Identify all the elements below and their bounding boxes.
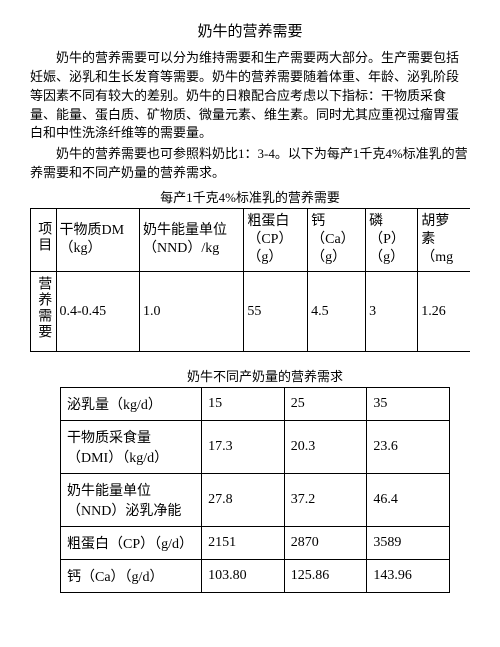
table1-data-row: 营养需要 0.4-0.45 1.0 55 4.5 3 1.26 — [31, 272, 471, 351]
cell-value: 125.86 — [284, 559, 367, 592]
cell-value: 20.3 — [284, 420, 367, 473]
val-p: 3 — [366, 272, 418, 351]
th-p: 磷 （P） （g） — [366, 208, 418, 272]
th-item: 项目 — [31, 208, 57, 272]
val-ca: 4.5 — [308, 272, 366, 351]
cell-value: 27.8 — [202, 473, 285, 526]
cell-value: 37.2 — [284, 473, 367, 526]
paragraph-2: 奶牛的营养需要也可参照料奶比1：3-4。以下为每产1千克4%标准乳的营养需要和不… — [30, 145, 470, 183]
table2-row: 粗蛋白（CP）（g/d）215128703589 — [61, 526, 450, 559]
table-milk-yield: 泌乳量（kg/d）152535干物质采食量（DMI）（kg/d）17.320.3… — [60, 387, 450, 593]
cell-value: 15 — [202, 387, 285, 420]
val-nnd: 1.0 — [139, 272, 243, 351]
row-label: 奶牛能量单位（NND）泌乳净能 — [61, 473, 202, 526]
cell-value: 143.96 — [367, 559, 450, 592]
cell-value: 35 — [367, 387, 450, 420]
cell-value: 23.6 — [367, 420, 450, 473]
val-cp: 55 — [244, 272, 308, 351]
row-label: 钙（Ca）（g/d） — [61, 559, 202, 592]
th-dm: 干物质DM（kg） — [56, 208, 139, 272]
row-label: 干物质采食量（DMI）（kg/d） — [61, 420, 202, 473]
cell-value: 46.4 — [367, 473, 450, 526]
table2-row: 钙（Ca）（g/d）103.80125.86143.96 — [61, 559, 450, 592]
table1-header-row: 项目 干物质DM（kg） 奶牛能量单位 （NND）/kg 粗蛋白 （CP） （g… — [31, 208, 471, 272]
th-ca: 钙 （Ca） （g） — [308, 208, 366, 272]
cell-value: 2870 — [284, 526, 367, 559]
row-label: 营养需要 — [31, 272, 57, 351]
th-carotene: 胡萝 素 （mg — [418, 208, 470, 272]
val-dm: 0.4-0.45 — [56, 272, 139, 351]
row-label: 粗蛋白（CP）（g/d） — [61, 526, 202, 559]
table-standard-milk: 项目 干物质DM（kg） 奶牛能量单位 （NND）/kg 粗蛋白 （CP） （g… — [30, 208, 470, 352]
table2-row: 泌乳量（kg/d）152535 — [61, 387, 450, 420]
th-nnd: 奶牛能量单位 （NND）/kg — [139, 208, 243, 272]
val-carotene: 1.26 — [418, 272, 470, 351]
cell-value: 25 — [284, 387, 367, 420]
table1-caption: 每产1千克4%标准乳的营养需要 — [30, 187, 470, 206]
table2-row: 奶牛能量单位（NND）泌乳净能27.837.246.4 — [61, 473, 450, 526]
table2-caption: 奶牛不同产奶量的营养需求 — [60, 366, 470, 385]
table2-row: 干物质采食量（DMI）（kg/d）17.320.323.6 — [61, 420, 450, 473]
cell-value: 3589 — [367, 526, 450, 559]
row-label: 泌乳量（kg/d） — [61, 387, 202, 420]
cell-value: 2151 — [202, 526, 285, 559]
paragraph-1: 奶牛的营养需要可以分为维持需要和生产需要两大部分。生产需要包括妊娠、泌乳和生长发… — [30, 49, 470, 143]
th-cp: 粗蛋白 （CP） （g） — [244, 208, 308, 272]
doc-title: 奶牛的营养需要 — [30, 20, 470, 41]
cell-value: 17.3 — [202, 420, 285, 473]
cell-value: 103.80 — [202, 559, 285, 592]
